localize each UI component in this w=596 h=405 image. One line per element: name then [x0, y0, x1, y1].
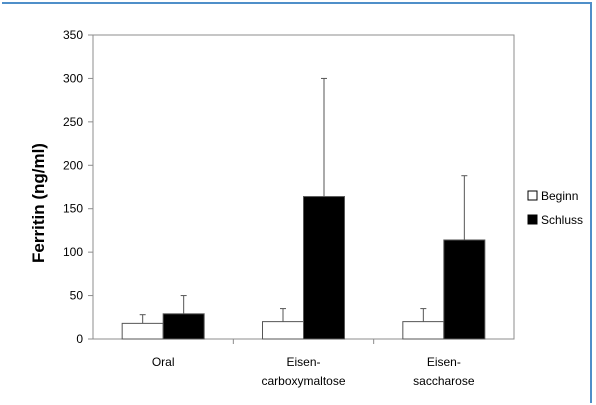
x-tick-label: Eisen- [286, 355, 320, 369]
legend-label-schluss: Schluss [541, 213, 583, 227]
y-tick-label: 150 [63, 202, 83, 216]
bar-beginn [402, 321, 445, 340]
y-tick-label: 250 [63, 115, 83, 129]
bar-schluss [162, 313, 205, 340]
legend-swatch-beginn [527, 190, 538, 201]
x-tick-label: Eisen- [427, 355, 461, 369]
bar-beginn [121, 322, 164, 340]
y-tick-label: 200 [63, 158, 83, 172]
y-tick-label: 350 [63, 28, 83, 42]
bar-beginn [262, 321, 304, 340]
bar-schluss [443, 239, 486, 340]
legend-swatch-schluss [527, 214, 538, 225]
legend-label-beginn: Beginn [541, 189, 578, 203]
chart-legend: Beginn Schluss [527, 189, 583, 227]
chart-labels: 0 50 100 150 200 250 300 350 Oral Eisen-carboxyma… [63, 28, 475, 388]
x-tick-label: saccharose [413, 374, 475, 388]
y-tick-label: 300 [63, 71, 83, 85]
bar-schluss [303, 196, 345, 340]
x-tick-label: Oral [152, 355, 175, 369]
y-axis-label: Ferritin (ng/ml) [29, 143, 48, 263]
chart-bars [121, 77, 486, 340]
x-tick-label: carboxymaltose [261, 374, 345, 388]
y-tick-label: 50 [70, 289, 84, 303]
y-tick-label: 100 [63, 245, 83, 259]
y-tick-label: 0 [76, 332, 83, 346]
